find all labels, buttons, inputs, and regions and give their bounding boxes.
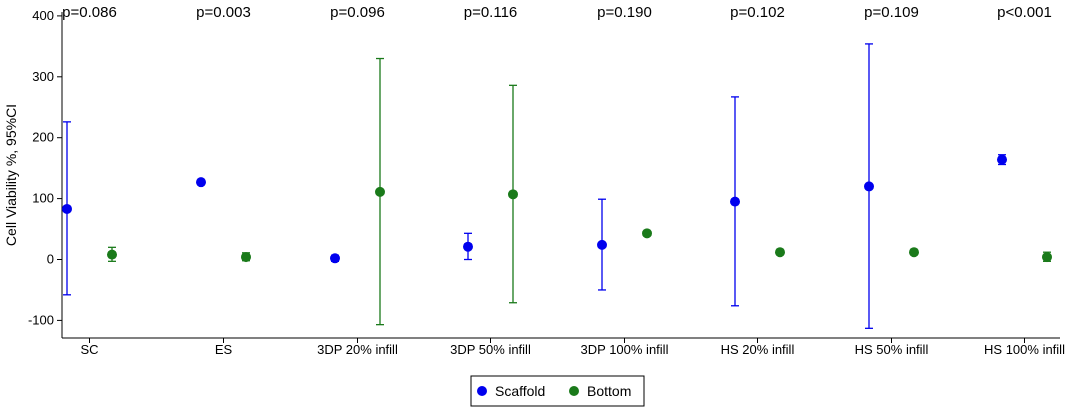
x-tick-label: 3DP 100% infill: [581, 342, 669, 357]
scaffold-point: [864, 181, 874, 192]
y-tick-label: -100: [28, 312, 54, 327]
scaffold-point: [463, 241, 473, 252]
p-value-label: p=0.116: [464, 4, 518, 21]
x-tick-label: HS 100% infill: [984, 342, 1065, 357]
y-tick-label: 300: [32, 69, 54, 84]
bottom-point: [508, 189, 518, 200]
y-tick-label: 0: [47, 252, 54, 267]
series-scaffold: [62, 43, 1007, 329]
scaffold-point: [196, 177, 206, 188]
scaffold-point: [62, 203, 72, 214]
axes: [61, 12, 1060, 339]
series-layer: [62, 43, 1052, 329]
p-values: p=0.086 p=0.003 p=0.096 p=0.116 p=0.190 p=0.1…: [62, 4, 1052, 21]
x-tick-label: SC: [80, 342, 98, 357]
p-value-label: p=0.096: [330, 4, 385, 21]
x-tick-label: 3DP 20% infill: [317, 342, 398, 357]
p-value-label: p=0.086: [62, 4, 117, 21]
bottom-point: [775, 247, 785, 258]
p-value-label: p=0.190: [597, 4, 652, 21]
scaffold-point: [730, 196, 740, 207]
y-tick-label: 200: [32, 130, 54, 145]
p-value-label: p=0.003: [196, 4, 251, 21]
bottom-point: [909, 247, 919, 258]
p-value-label: p=0.102: [730, 4, 785, 21]
x-tick-label: ES: [215, 342, 233, 357]
legend-label-bottom: Bottom: [587, 383, 631, 399]
scaffold-point: [997, 154, 1007, 165]
bottom-point: [642, 228, 652, 239]
y-tick-label: 400: [32, 8, 54, 23]
x-tick-label: HS 20% infill: [721, 342, 795, 357]
y-ticks: -100 0 100 200 300 400: [28, 8, 62, 327]
bottom-point: [107, 249, 117, 260]
legend-marker-bottom: [569, 386, 579, 396]
bottom-point: [241, 252, 251, 263]
y-axis-title: Cell Viability %, 95%CI: [3, 104, 19, 246]
legend-label-scaffold: Scaffold: [495, 383, 545, 399]
scaffold-point: [330, 253, 340, 264]
x-tick-label: HS 50% infill: [855, 342, 929, 357]
legend: Scaffold Bottom: [470, 375, 645, 407]
bottom-point: [375, 186, 385, 197]
x-tick-label: 3DP 50% infill: [450, 342, 531, 357]
p-value-label: p=0.109: [864, 4, 919, 21]
bottom-point: [1042, 252, 1052, 263]
x-ticks: SC ES 3DP 20% infill 3DP 50% infill 3DP 100%…: [80, 338, 1065, 357]
p-value-label: p<0.001: [997, 4, 1052, 21]
y-tick-label: 100: [32, 191, 54, 206]
series-bottom: [107, 57, 1052, 326]
legend-marker-scaffold: [477, 386, 487, 396]
legend-box: [470, 375, 645, 407]
scaffold-point: [597, 239, 607, 250]
